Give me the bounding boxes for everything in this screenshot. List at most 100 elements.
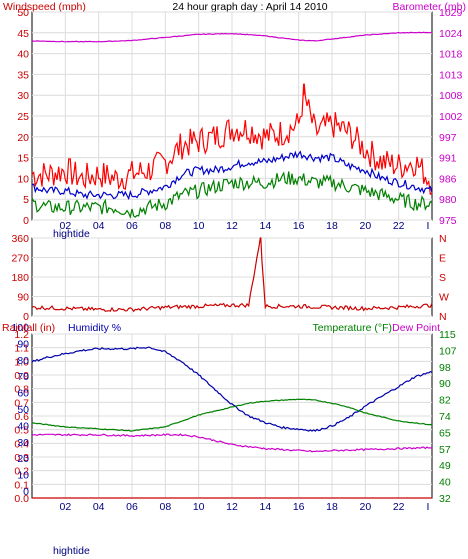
time-tick-label: I bbox=[427, 220, 430, 232]
wind-left-tick-label: 0 bbox=[23, 215, 29, 227]
hightide-label-top: hightide bbox=[53, 228, 90, 240]
direction-left-tick-label: 360 bbox=[11, 233, 29, 245]
rain-left-tick-label: 0.2 bbox=[14, 466, 29, 478]
wind-left-tick-label: 45 bbox=[17, 28, 29, 40]
rain-left-tick-label: 0.1 bbox=[14, 479, 29, 491]
chart-title: 24 hour graph day : April 14 2010 bbox=[172, 1, 327, 13]
wind-barometer-line bbox=[31, 31, 433, 43]
time-tick-label: 06 bbox=[126, 220, 138, 232]
time-tick-label: 18 bbox=[326, 220, 338, 232]
temperature-right-tick-label: 65 bbox=[439, 427, 451, 439]
barometer-right-tick-label: 1002 bbox=[439, 111, 463, 123]
direction-left-tick-label: 270 bbox=[11, 253, 29, 265]
time-tick-label: 02 bbox=[59, 220, 71, 232]
rain-left-tick-label: 1.2 bbox=[14, 329, 29, 341]
compass-label: S bbox=[439, 272, 446, 284]
barometer-right-tick-label: 980 bbox=[439, 194, 457, 206]
rain-left-tick-label: 0.5 bbox=[14, 425, 29, 437]
wind-left-tick-label: 15 bbox=[17, 153, 29, 165]
wind-left-tick-label: 40 bbox=[17, 49, 29, 61]
temperature-right-tick-label: 90 bbox=[439, 378, 451, 390]
time-tick-label: 04 bbox=[93, 501, 105, 513]
barometer-title: Barometer (mb) bbox=[392, 1, 466, 13]
compass-label: N bbox=[439, 311, 447, 323]
time-tick-label: 06 bbox=[126, 501, 138, 513]
time-tick-label: 10 bbox=[193, 220, 205, 232]
wind-left-tick-label: 25 bbox=[17, 111, 29, 123]
barometer-right-tick-label: 1018 bbox=[439, 49, 463, 61]
barometer-right-tick-label: 975 bbox=[439, 215, 457, 227]
humidity-tick-label: 90 bbox=[17, 338, 29, 350]
rain-left-tick-label: 0.6 bbox=[14, 411, 29, 423]
wind-left-tick-label: 5 bbox=[23, 194, 29, 206]
barometer-right-tick-label: 997 bbox=[439, 132, 457, 144]
time-tick-label: 12 bbox=[226, 501, 238, 513]
wind-left-tick-label: 20 bbox=[17, 132, 29, 144]
time-tick-label: 12 bbox=[226, 220, 238, 232]
time-tick-label: 08 bbox=[159, 501, 171, 513]
time-tick-label: 22 bbox=[393, 501, 405, 513]
humidity-tick-label: 0 bbox=[23, 486, 29, 498]
temperature-right-tick-label: 57 bbox=[439, 444, 451, 456]
temperature-title: Temperature (°F) bbox=[313, 322, 392, 334]
barometer-right-tick-label: 1008 bbox=[439, 90, 463, 102]
hightide-label-bottom: hightide bbox=[53, 545, 90, 557]
direction-left-tick-label: 180 bbox=[11, 272, 29, 284]
time-tick-label: 14 bbox=[259, 220, 271, 232]
barometer-right-tick-label: 1029 bbox=[439, 7, 463, 19]
temperature-right-tick-label: 115 bbox=[439, 329, 456, 341]
wind-left-tick-label: 50 bbox=[17, 7, 29, 19]
wind-gust-line bbox=[31, 83, 433, 195]
humidity-tick-label: 40 bbox=[17, 420, 29, 432]
time-tick-label: 20 bbox=[359, 220, 371, 232]
time-tick-label: 22 bbox=[393, 220, 405, 232]
dewpoint-line bbox=[31, 433, 433, 453]
barometer-right-tick-label: 1013 bbox=[439, 69, 463, 81]
temperature-right-tick-label: 98 bbox=[439, 362, 451, 374]
humidity-tick-label: 50 bbox=[17, 404, 29, 416]
temperature-right-tick-label: 74 bbox=[439, 411, 451, 423]
direction-left-tick-label: 0 bbox=[23, 311, 29, 323]
temperature-right-tick-label: 40 bbox=[439, 477, 451, 489]
humidity-tick-label: 70 bbox=[17, 371, 29, 383]
temperature-right-tick-label: 32 bbox=[439, 493, 451, 505]
rain-left-tick-label: 1.1 bbox=[14, 343, 29, 355]
rain-left-tick-label: 0.9 bbox=[14, 370, 29, 382]
humidity-tick-label: 80 bbox=[17, 355, 29, 367]
rain-left-tick-label: 0.0 bbox=[14, 493, 29, 505]
direction-line bbox=[31, 237, 433, 313]
time-tick-label: 04 bbox=[93, 220, 105, 232]
rain-left-tick-label: 0.8 bbox=[14, 384, 29, 396]
rain-left-tick-label: 0.7 bbox=[14, 397, 29, 409]
time-tick-label: 18 bbox=[326, 501, 338, 513]
time-tick-label: 20 bbox=[359, 501, 371, 513]
temperature-line bbox=[31, 398, 433, 432]
rain-left-tick-label: 1.0 bbox=[14, 356, 29, 368]
temperature-right-tick-label: 82 bbox=[439, 395, 451, 407]
compass-label: W bbox=[439, 292, 449, 304]
barometer-right-tick-label: 986 bbox=[439, 173, 457, 185]
wind-left-tick-label: 30 bbox=[17, 90, 29, 102]
rain-left-tick-label: 0.3 bbox=[14, 452, 29, 464]
time-tick-label: 14 bbox=[259, 501, 271, 513]
time-tick-label: 02 bbox=[59, 501, 71, 513]
barometer-right-tick-label: 991 bbox=[439, 153, 457, 165]
barometer-right-tick-label: 1024 bbox=[439, 28, 463, 40]
wind-avg-line bbox=[31, 150, 433, 201]
wind-left-tick-label: 35 bbox=[17, 69, 29, 81]
time-tick-label: 08 bbox=[159, 220, 171, 232]
humidity-tick-label: 30 bbox=[17, 437, 29, 449]
time-tick-label: I bbox=[427, 501, 430, 513]
humidity-line bbox=[31, 346, 433, 432]
direction-left-tick-label: 90 bbox=[17, 292, 29, 304]
rain-left-tick-label: 0.4 bbox=[14, 438, 29, 450]
humidity-tick-label: 60 bbox=[17, 388, 29, 400]
temperature-right-tick-label: 49 bbox=[439, 460, 451, 472]
time-tick-label: 16 bbox=[293, 501, 305, 513]
wind-low-line bbox=[31, 171, 433, 219]
time-tick-label: 10 bbox=[193, 501, 205, 513]
compass-label: E bbox=[439, 253, 446, 265]
dewpoint-title: Dew Point bbox=[392, 322, 440, 334]
